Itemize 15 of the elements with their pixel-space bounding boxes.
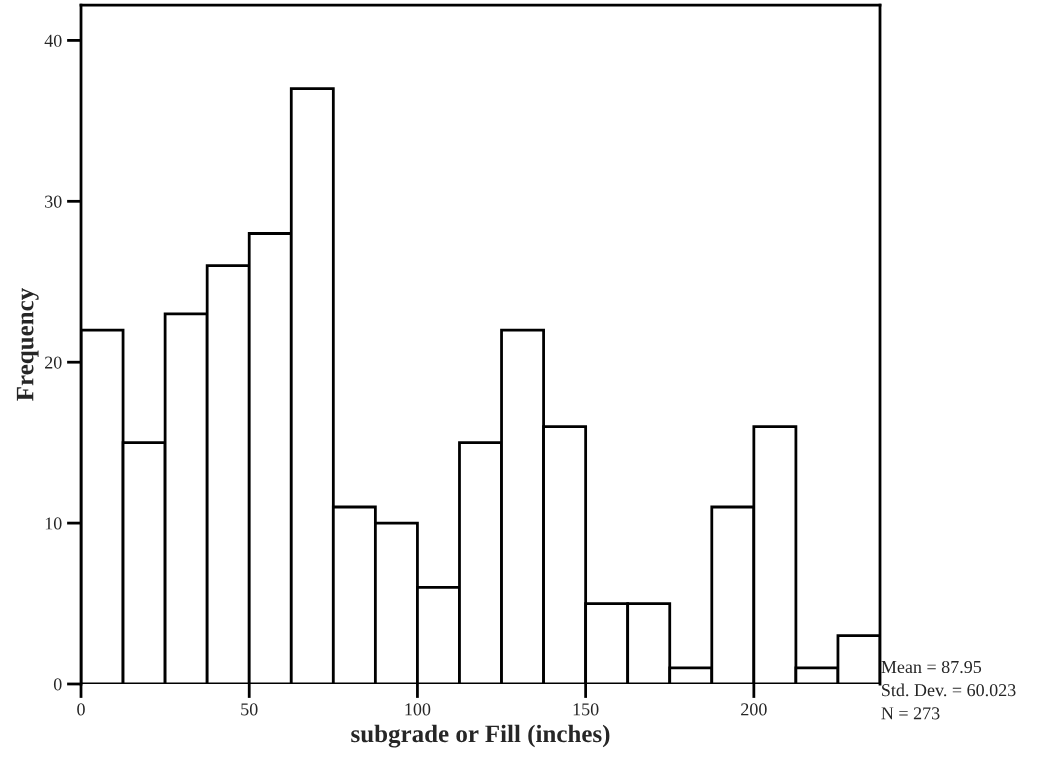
y-axis-title: Frequency	[16, 288, 39, 401]
text: N = 273	[881, 707, 940, 720]
y-tick-label: 20	[45, 356, 62, 369]
text: Mean = 87.95	[881, 660, 982, 674]
y-tick-label: 10	[45, 517, 62, 530]
x-tick-label: 150	[573, 703, 599, 716]
x-tick-label: 200	[741, 703, 767, 716]
y-tick-label: 30	[45, 195, 62, 208]
x-tick-label: 0	[77, 703, 85, 716]
x-axis-title: subgrade or Fill (inches)	[351, 724, 610, 748]
y-tick-label: 0	[53, 678, 62, 691]
text: Std. Dev. = 60.023	[882, 683, 1016, 697]
y-tick-label: 40	[44, 34, 62, 47]
x-tick-label: 100	[405, 703, 431, 716]
x-tick-label: 50	[241, 703, 258, 716]
